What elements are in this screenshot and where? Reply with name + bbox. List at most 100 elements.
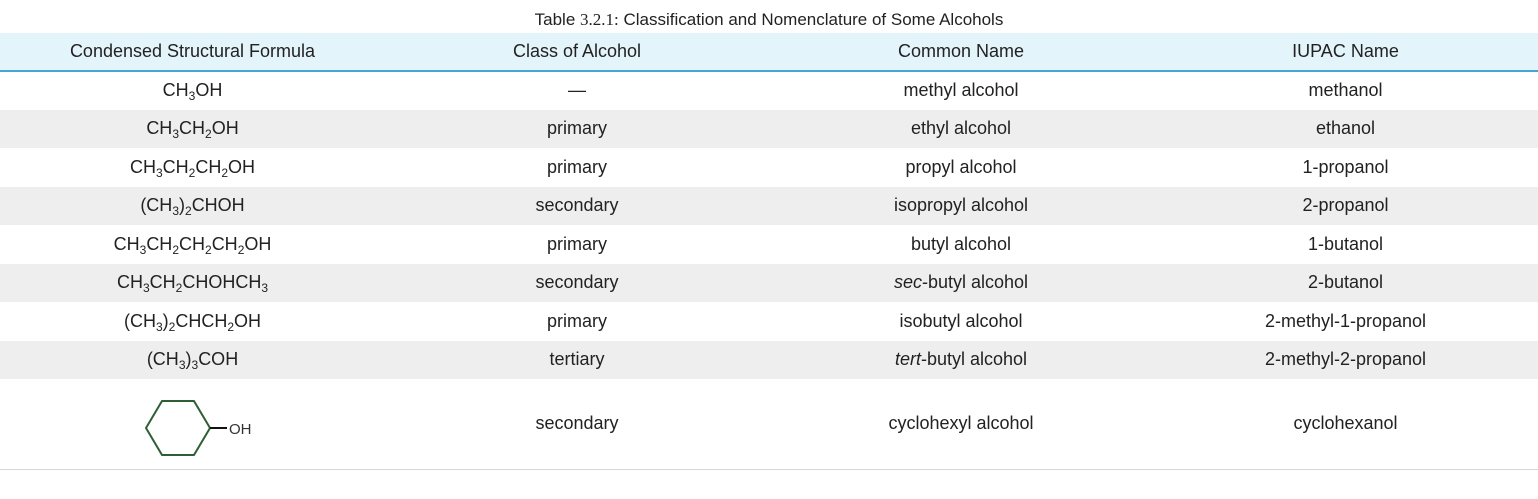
common-name-cell: isobutyl alcohol — [769, 302, 1153, 341]
table-row: CH3CH2CH2CH2OH primary butyl alcohol 1-b… — [0, 225, 1538, 264]
iupac-name-cell: 1-propanol — [1302, 156, 1389, 177]
text-segment: ethyl alcohol — [910, 118, 1012, 139]
text-segment: CH — [129, 156, 156, 177]
formula-cell: CH3CH2CH2OH — [0, 148, 385, 187]
text-segment: ) — [162, 310, 169, 331]
text-segment: CH — [162, 80, 189, 101]
formula-cell: CH3OH — [0, 71, 385, 110]
table-row: CH3CH2CHOHCH3 secondary sec-butyl alcoho… — [0, 263, 1538, 302]
subscript: 2 — [205, 127, 212, 142]
text-segment: OH — [234, 310, 262, 331]
text-segment: ) — [185, 349, 192, 370]
class-cell: secondary — [535, 272, 619, 293]
text-segment: (CH — [140, 195, 173, 216]
caption-prefix: Table — [534, 10, 581, 29]
header-common-name: Common Name — [769, 33, 1153, 72]
table-row: CH3OH — methyl alcohol methanol — [0, 71, 1538, 110]
text-segment: propyl alcohol — [905, 156, 1017, 177]
text-segment: OH — [195, 80, 223, 101]
common-name-cell: tert-butyl alcohol — [769, 341, 1153, 380]
class-cell: primary — [546, 118, 607, 139]
formula-cell: (CH3)2CHCH2OH — [0, 302, 385, 341]
class-cell: primary — [546, 310, 607, 331]
header-formula: Condensed Structural Formula — [0, 33, 385, 72]
class-cell: secondary — [535, 195, 619, 216]
text-segment: CH — [195, 156, 222, 177]
header-iupac-name: IUPAC Name — [1153, 33, 1538, 72]
formula-cell: CH3CH2OH — [0, 110, 385, 149]
subscript: 3 — [142, 281, 150, 296]
text-segment: CH — [211, 233, 238, 254]
formula-cell: (CH3)3COH — [0, 341, 385, 380]
text-segment: isobutyl alcohol — [899, 310, 1023, 331]
table-row: CH3CH2CH2OH primary propyl alcohol 1-pro… — [0, 148, 1538, 187]
header-class: Class of Alcohol — [385, 33, 769, 72]
common-name-cell: isopropyl alcohol — [769, 187, 1153, 226]
text-segment: COH — [198, 349, 239, 370]
iupac-name-cell: 2-butanol — [1307, 272, 1384, 293]
subscript: 3 — [172, 204, 179, 219]
subscript: 2 — [188, 165, 196, 180]
subscript: 3 — [155, 165, 163, 180]
header-row: Condensed Structural Formula Class of Al… — [0, 33, 1538, 72]
oh-label: OH — [229, 421, 252, 438]
subscript: 2 — [227, 319, 235, 334]
subscript: 3 — [178, 358, 186, 373]
table-row: (CH3)2CHOH secondary isopropyl alcohol 2… — [0, 186, 1538, 226]
text-segment: OH — [211, 118, 239, 139]
class-cell: — — [568, 80, 586, 101]
text-segment: CH — [179, 233, 205, 254]
common-name-cell: ethyl alcohol — [769, 110, 1153, 149]
formula-cell: (CH3)2CHOH — [0, 187, 385, 226]
common-name-cell: methyl alcohol — [769, 71, 1153, 110]
text-segment: CH — [113, 233, 140, 254]
class-cell: primary — [546, 233, 607, 254]
text-segment: CH — [146, 233, 173, 254]
subscript: 3 — [172, 127, 179, 142]
text-segment: isopropyl alcohol — [893, 195, 1029, 216]
subscript: 2 — [185, 204, 192, 219]
iupac-name-cell: methanol — [1308, 80, 1383, 101]
subscript: 2 — [237, 242, 245, 257]
subscript: 3 — [261, 281, 269, 296]
class-cell: secondary — [535, 413, 619, 434]
iupac-name-cell: 1-butanol — [1307, 233, 1384, 254]
subscript: 3 — [139, 242, 147, 257]
text-segment: CHOHCH — [182, 272, 262, 293]
iupac-name-cell: 2-methyl-1-propanol — [1264, 310, 1427, 331]
table-row: (CH3)3COH tertiary tert-butyl alcohol 2-… — [0, 340, 1538, 380]
class-cell: tertiary — [549, 349, 605, 370]
text-segment: CH — [116, 272, 143, 293]
text-segment: CH — [146, 118, 173, 139]
text-segment: methyl alcohol — [903, 80, 1019, 101]
text-segment: CH — [179, 118, 205, 139]
italic-prefix: sec — [893, 272, 922, 293]
subscript: 2 — [221, 165, 229, 180]
subscript: 3 — [155, 319, 163, 334]
subscript: 2 — [175, 281, 183, 296]
italic-prefix: tert — [894, 349, 921, 370]
common-name-cell: cyclohexyl alcohol — [769, 379, 1153, 469]
text-segment: ) — [179, 195, 185, 216]
text-segment: CH — [149, 272, 176, 293]
text-segment: cyclohexyl alcohol — [888, 413, 1034, 434]
cyclohexane-ring — [145, 400, 211, 457]
cyclohexanol-svg: OH — [145, 400, 252, 457]
caption-text: Classification and Nomenclature of Some … — [618, 10, 1004, 29]
iupac-name-cell: ethanol — [1315, 118, 1376, 139]
text-segment: CH — [162, 156, 189, 177]
cyclohexanol-structure-image: OH — [130, 386, 255, 457]
iupac-name-cell: 2-propanol — [1302, 195, 1389, 216]
table-row: CH3CH2OH primary ethyl alcohol ethanol — [0, 109, 1538, 149]
class-cell: primary — [546, 156, 607, 177]
iupac-name-cell: 2-methyl-2-propanol — [1264, 349, 1427, 370]
table-row: (CH3)2CHCH2OH primary isobutyl alcohol 2… — [0, 302, 1538, 341]
subscript: 2 — [172, 242, 179, 257]
formula-cell: OH — [0, 379, 385, 469]
common-name-cell: propyl alcohol — [769, 148, 1153, 187]
text-segment: CHCH — [175, 310, 228, 331]
alcohols-table: Condensed Structural Formula Class of Al… — [0, 33, 1538, 470]
text-segment: OH — [228, 156, 256, 177]
caption-number: 3.2.1: — [580, 10, 619, 29]
text-segment: -butyl alcohol — [920, 349, 1028, 370]
